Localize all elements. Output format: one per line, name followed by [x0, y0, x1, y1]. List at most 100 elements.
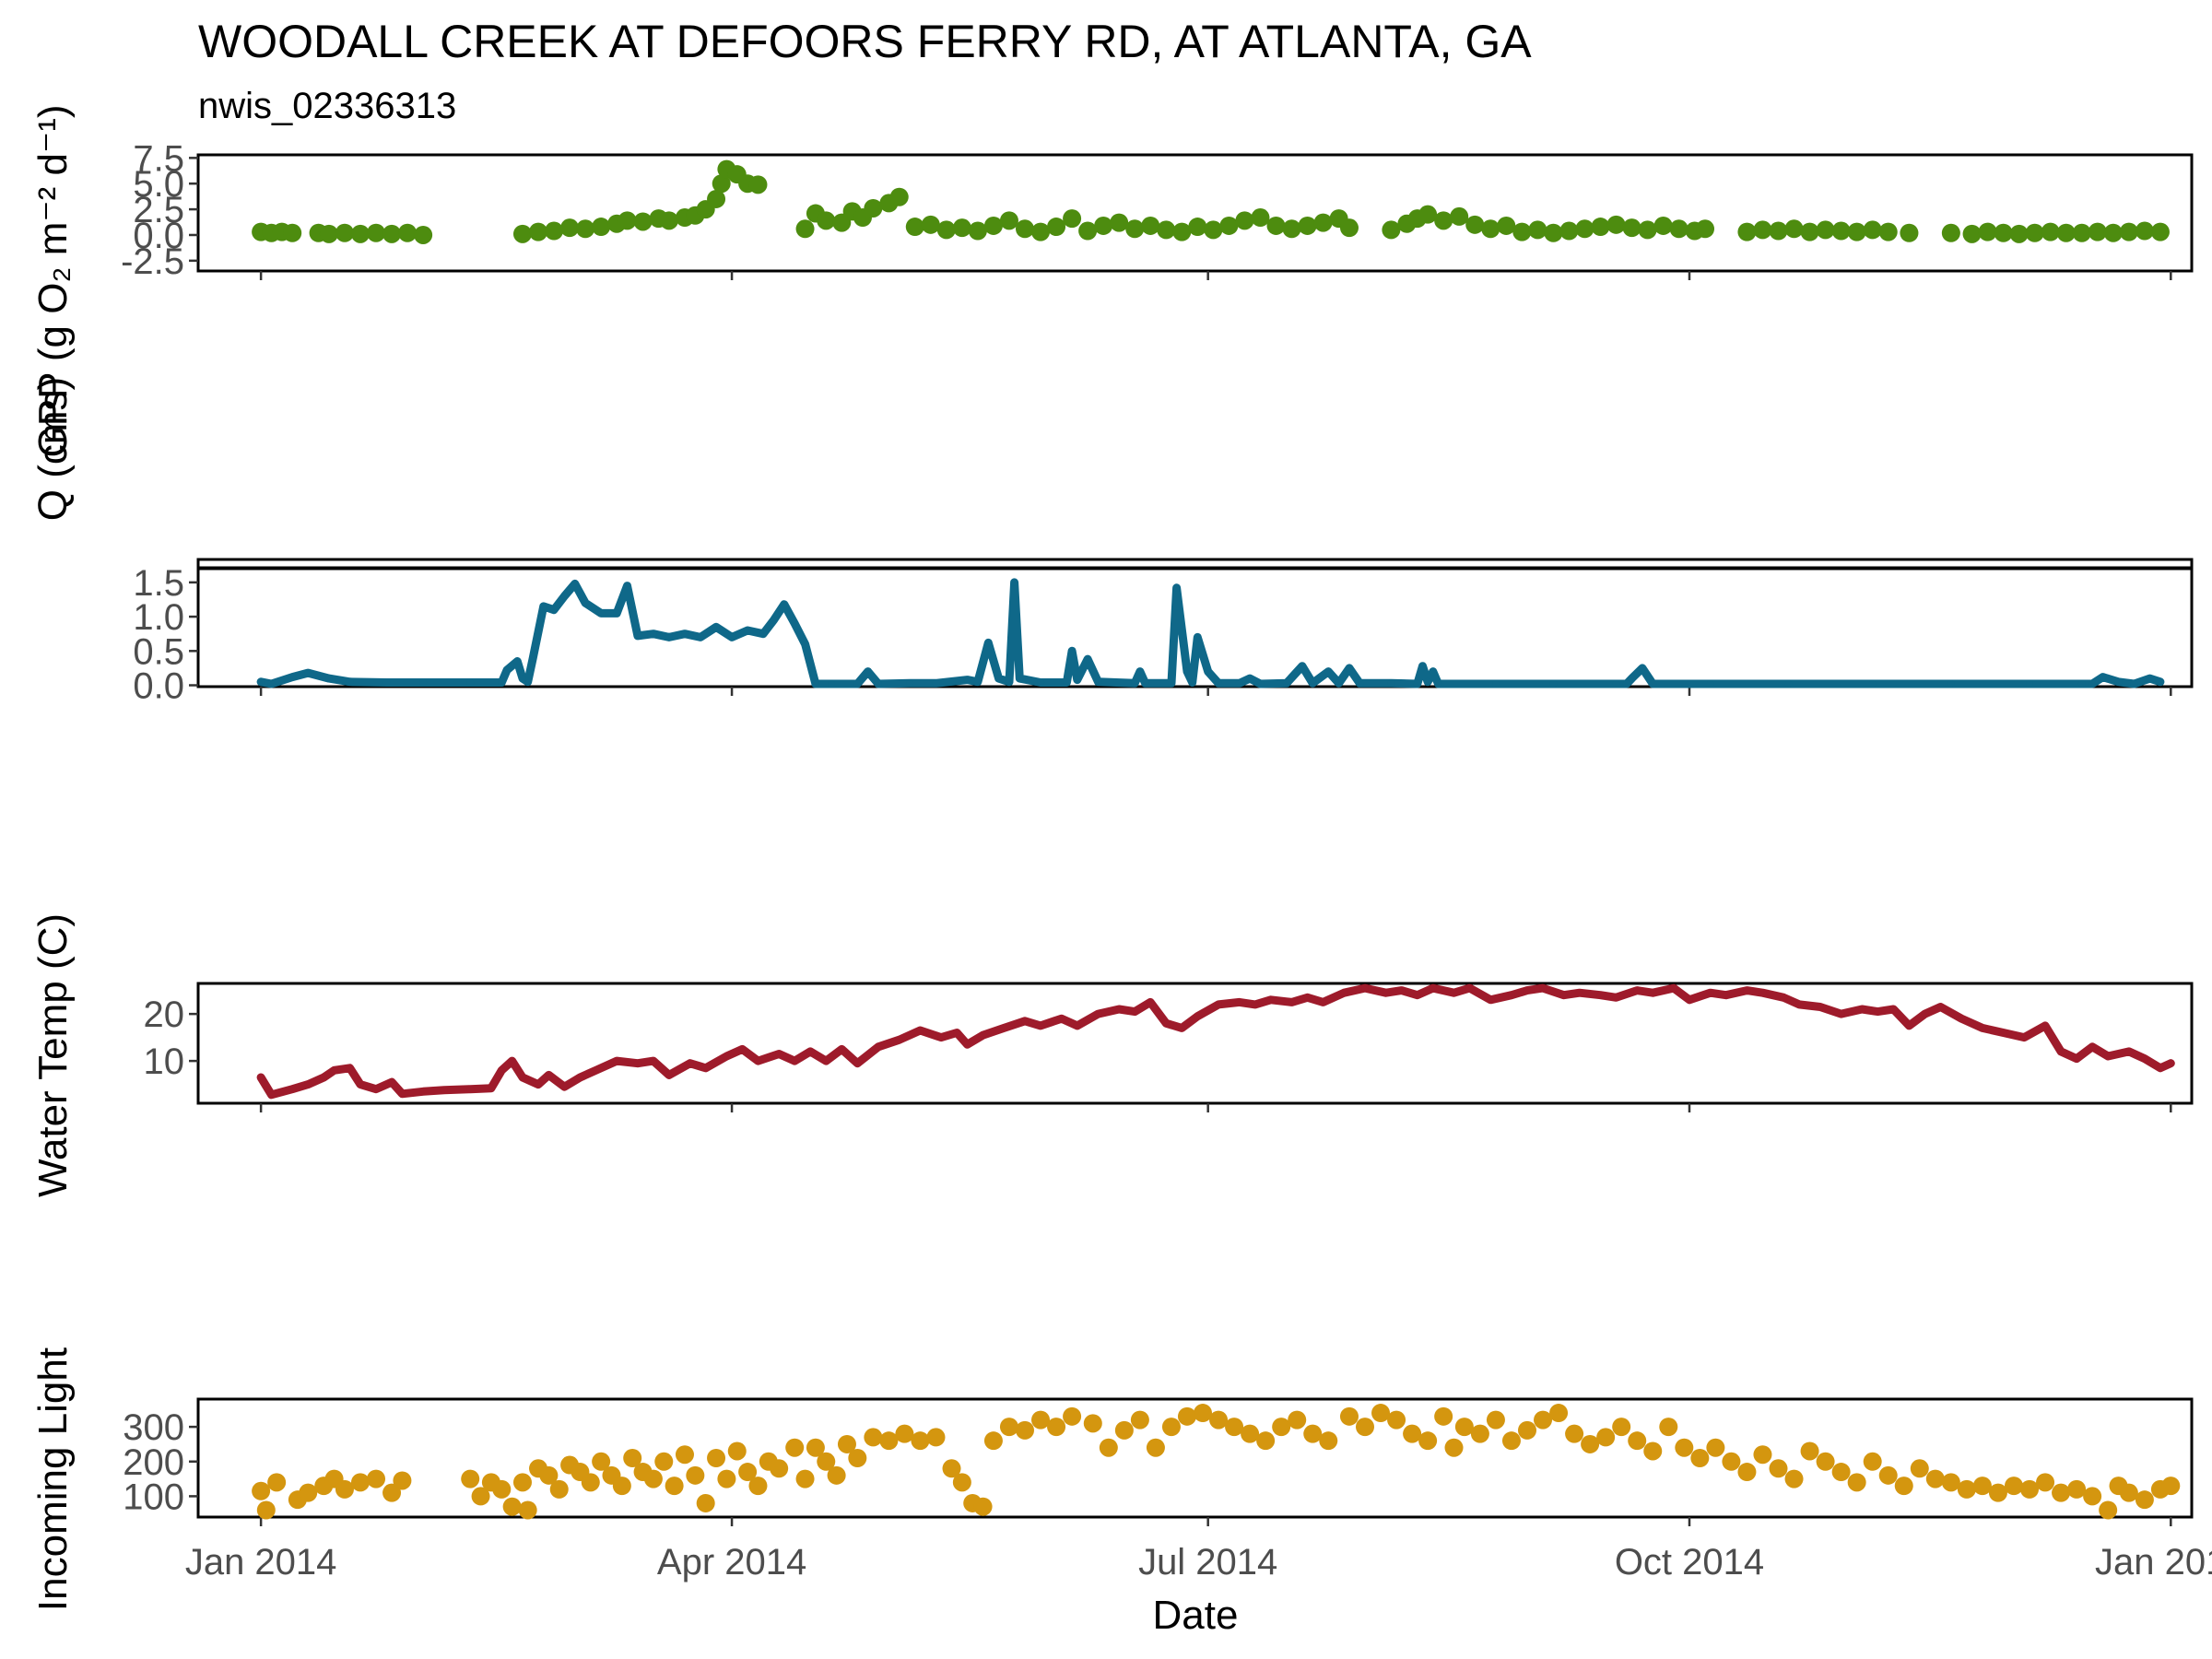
data-point-gpp: [2072, 223, 2091, 242]
data-point-temp: [1539, 984, 1547, 993]
data-point-gpp: [1015, 219, 1034, 239]
data-point-gpp: [936, 220, 956, 240]
data-point-gpp: [1591, 218, 1610, 237]
data-point-gpp: [864, 198, 883, 218]
data-point-q: [1622, 680, 1630, 688]
data-point-temp: [1450, 989, 1458, 997]
data-point-q: [1141, 679, 1149, 688]
data-point-temp: [979, 1031, 987, 1040]
data-point-gpp: [795, 219, 815, 239]
y-tick-label-q: 1.0: [133, 597, 184, 638]
data-point-gpp: [889, 187, 909, 206]
data-point-q: [2077, 680, 2086, 688]
data-point-light: [879, 1431, 899, 1451]
data-point-q: [1246, 675, 1254, 683]
data-point-gpp: [1737, 222, 1757, 241]
y-axis-title-gpp: GPP (g O₂ m⁻² d⁻¹): [30, 105, 76, 458]
y-axis-title-light: Incoming Light: [30, 1347, 76, 1611]
data-point-light: [252, 1481, 271, 1500]
data-point-temp: [592, 1066, 600, 1075]
data-point-q: [382, 678, 391, 687]
data-point-temp: [1235, 998, 1243, 1006]
data-point-temp: [545, 1071, 553, 1079]
data-point-q: [2156, 677, 2164, 686]
data-point-temp: [806, 1047, 815, 1055]
y-tick-label-gpp: 5.0: [133, 164, 184, 205]
data-point-gpp: [1831, 221, 1851, 241]
data-point-light: [827, 1465, 846, 1485]
data-point-light: [1194, 1404, 1213, 1423]
data-point-temp: [1685, 995, 1693, 1004]
data-point-gpp: [1157, 220, 1176, 240]
data-point-gpp: [350, 224, 370, 243]
data-point-q: [613, 609, 621, 618]
data-point-light: [1988, 1483, 2007, 1502]
data-point-light: [382, 1483, 402, 1502]
data-point-q: [1256, 680, 1265, 688]
data-point-light: [952, 1473, 971, 1492]
data-point-temp: [2140, 1054, 2148, 1063]
data-point-temp: [2020, 1033, 2029, 1041]
data-point-temp: [1413, 991, 1421, 999]
data-point-gpp: [2135, 221, 2154, 241]
data-point-temp: [2124, 1047, 2133, 1055]
data-point-light: [1303, 1424, 1323, 1443]
data-point-temp: [2104, 1053, 2112, 1061]
data-point-temp: [1921, 1010, 1929, 1018]
data-point-light: [1063, 1406, 1082, 1426]
panel-q: 0.00.51.01.5 Q (cms): [30, 377, 2194, 707]
data-point-gpp: [1559, 221, 1579, 241]
data-point-q: [1204, 667, 1212, 676]
chart-title: WOODALL CREEK AT DEFOORS FERRY RD, AT AT…: [198, 16, 1532, 67]
data-point-gpp: [1784, 219, 1804, 239]
data-point-temp: [953, 1029, 961, 1037]
data-point-temp: [1215, 1000, 1223, 1008]
y-axis-title-q: Q (cms): [30, 377, 76, 521]
panel-gpp: -2.50.02.55.07.5 GPP (g O₂ m⁻² d⁻¹): [30, 105, 2194, 458]
data-point-gpp: [2041, 222, 2060, 241]
data-point-temp: [963, 1041, 971, 1049]
data-point-light: [1816, 1452, 1835, 1471]
data-point-light: [581, 1473, 600, 1492]
data-point-temp: [1612, 994, 1620, 1002]
data-point-light: [895, 1424, 914, 1443]
data-point-light: [502, 1497, 522, 1516]
data-point-gpp: [1847, 222, 1866, 241]
data-point-temp: [723, 1053, 731, 1061]
data-point-gpp: [1063, 209, 1082, 229]
data-point-light: [299, 1483, 318, 1502]
data-point-temp: [1465, 984, 1474, 993]
data-point-gpp: [1450, 206, 1469, 226]
data-point-temp: [1905, 1021, 1913, 1030]
data-point-temp: [1057, 1015, 1065, 1023]
data-point-gpp: [1512, 222, 1532, 241]
data-point-gpp: [1638, 220, 1657, 240]
data-point-light: [864, 1428, 883, 1447]
data-point-gpp: [2056, 223, 2076, 242]
data-point-light: [717, 1469, 736, 1488]
data-point-q: [1282, 679, 1290, 688]
data-point-gpp: [1282, 219, 1301, 239]
data-point-q: [906, 679, 914, 688]
data-point-gpp: [1528, 220, 1547, 240]
data-point-q: [1073, 676, 1081, 684]
data-point-q: [597, 609, 606, 618]
data-point-light: [1863, 1452, 1882, 1471]
data-point-light: [367, 1469, 386, 1488]
data-point-temp: [853, 1059, 862, 1067]
data-point-gpp: [1622, 218, 1641, 238]
data-point-temp: [1999, 1029, 2007, 1037]
data-point-q: [984, 639, 993, 647]
data-point-light: [1241, 1424, 1260, 1443]
data-point-light: [1549, 1404, 1569, 1423]
x-tick-label: Jan 2014: [185, 1542, 337, 1583]
data-point-light: [1659, 1418, 1678, 1437]
data-point-gpp: [592, 218, 611, 237]
data-point-gpp: [1994, 223, 2013, 242]
data-point-temp: [535, 1080, 543, 1088]
data-point-light: [1099, 1438, 1118, 1457]
data-point-q: [864, 667, 872, 676]
data-point-gpp: [1816, 220, 1835, 240]
data-point-temp: [1507, 991, 1515, 999]
